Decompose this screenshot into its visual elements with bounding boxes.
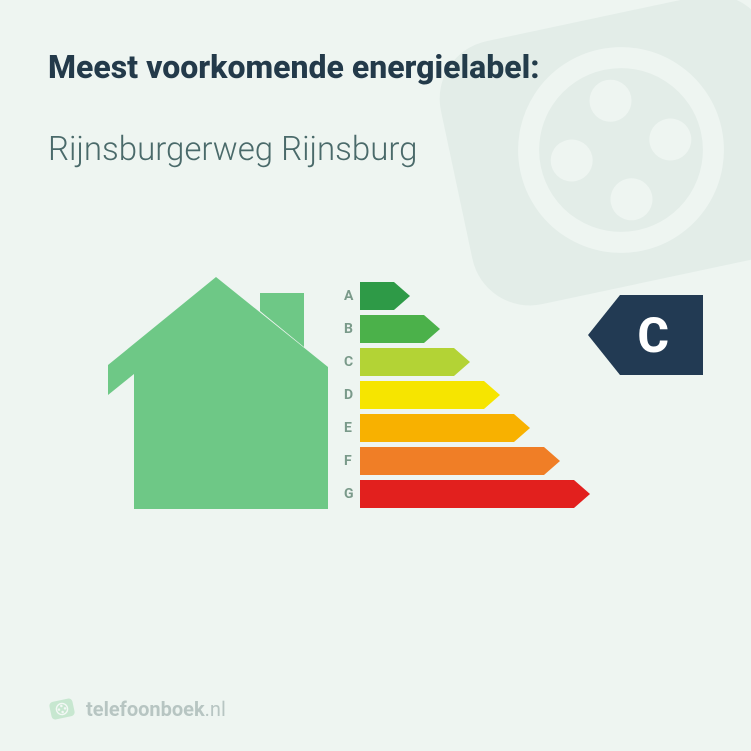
energy-bar bbox=[360, 381, 484, 409]
energy-bar-row bbox=[360, 411, 590, 444]
bar-arrow-icon bbox=[484, 381, 500, 409]
bar-arrow-icon bbox=[454, 348, 470, 376]
energy-bar bbox=[360, 282, 394, 310]
brand-name-bold: telefoonboek bbox=[86, 697, 205, 721]
energy-bar bbox=[360, 414, 514, 442]
card-subtitle: Rijnsburgerweg Rijnsburg bbox=[48, 130, 703, 169]
bar-arrow-icon bbox=[424, 315, 440, 343]
label-letter: C bbox=[338, 345, 354, 378]
energy-bar-row bbox=[360, 378, 590, 411]
bar-arrow-icon bbox=[544, 447, 560, 475]
energy-bar-row bbox=[360, 444, 590, 477]
house-final-icon bbox=[108, 277, 328, 509]
energy-chart: ABCDEFG C bbox=[48, 249, 703, 549]
bar-arrow-icon bbox=[514, 414, 530, 442]
energy-bar-row bbox=[360, 312, 590, 345]
label-letters-column: ABCDEFG bbox=[338, 279, 354, 510]
energy-bar bbox=[360, 480, 574, 508]
footer-brand: telefoonboek.nl bbox=[48, 695, 226, 723]
bar-arrow-icon bbox=[394, 282, 410, 310]
label-letter: B bbox=[338, 312, 354, 345]
energy-bar bbox=[360, 348, 454, 376]
bar-arrow-icon bbox=[574, 480, 590, 508]
badge-value: C bbox=[620, 295, 703, 375]
label-letter: D bbox=[338, 378, 354, 411]
brand-name-light: .nl bbox=[205, 697, 226, 721]
energy-bar bbox=[360, 315, 424, 343]
energy-bar-row bbox=[360, 477, 590, 510]
energy-bar-row bbox=[360, 345, 590, 378]
result-badge: C bbox=[588, 295, 703, 375]
energy-bar bbox=[360, 447, 544, 475]
label-letter: E bbox=[338, 411, 354, 444]
brand-text: telefoonboek.nl bbox=[86, 697, 226, 721]
label-letter: F bbox=[338, 444, 354, 477]
card-title: Meest voorkomende energielabel: bbox=[48, 48, 703, 86]
energy-bar-row bbox=[360, 279, 590, 312]
badge-arrow-icon bbox=[588, 295, 620, 375]
energy-label-card: Meest voorkomende energielabel: Rijnsbur… bbox=[0, 0, 751, 751]
energy-bars bbox=[360, 279, 590, 510]
brand-icon bbox=[48, 695, 76, 723]
label-letter: G bbox=[338, 477, 354, 510]
label-letter: A bbox=[338, 279, 354, 312]
